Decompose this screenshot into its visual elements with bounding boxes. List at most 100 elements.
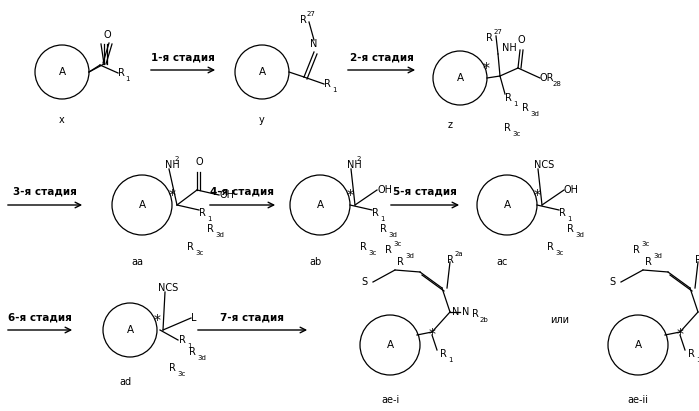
Text: OH: OH — [219, 190, 234, 200]
Text: 1: 1 — [207, 216, 212, 222]
Text: 3c: 3c — [512, 131, 520, 137]
Text: ae-ii: ae-ii — [628, 395, 649, 405]
Text: *: * — [482, 61, 489, 75]
Text: ae-i: ae-i — [381, 395, 399, 405]
Text: 1: 1 — [125, 76, 129, 82]
Text: 3c: 3c — [195, 250, 203, 256]
Text: 2-я стадия: 2-я стадия — [350, 52, 413, 62]
Text: NCS: NCS — [534, 160, 554, 170]
Text: A: A — [456, 73, 463, 83]
Text: 7-я стадия: 7-я стадия — [220, 312, 284, 322]
Text: R: R — [385, 245, 392, 255]
Text: S: S — [361, 277, 367, 287]
Text: R: R — [504, 123, 511, 133]
Text: 3c: 3c — [555, 250, 563, 256]
Text: 3d: 3d — [388, 232, 397, 238]
Text: A: A — [635, 340, 642, 350]
Text: NH: NH — [347, 160, 362, 170]
Text: L: L — [191, 313, 196, 323]
Text: R: R — [118, 68, 125, 78]
Text: R: R — [169, 363, 176, 373]
Text: 3c: 3c — [177, 371, 185, 377]
Text: NCS: NCS — [158, 283, 178, 293]
Text: R: R — [360, 242, 367, 252]
Text: A: A — [138, 200, 145, 210]
Text: A: A — [59, 67, 66, 77]
Text: R: R — [187, 242, 194, 252]
Text: 1: 1 — [513, 101, 517, 107]
Text: 3d: 3d — [405, 253, 414, 259]
Text: R: R — [207, 224, 214, 234]
Text: R: R — [324, 79, 331, 89]
Text: 28: 28 — [553, 81, 562, 87]
Text: 1: 1 — [448, 357, 452, 363]
Text: O: O — [103, 30, 111, 40]
Text: A: A — [387, 340, 394, 350]
Text: *: * — [168, 188, 175, 202]
Text: N: N — [462, 307, 469, 317]
Text: 3-я стадия: 3-я стадия — [13, 187, 77, 197]
Text: aa: aa — [131, 257, 143, 267]
Text: z: z — [447, 120, 452, 130]
Text: 1: 1 — [696, 357, 699, 363]
Text: N: N — [310, 39, 317, 49]
Text: A: A — [127, 325, 134, 335]
Text: 3c: 3c — [393, 241, 401, 247]
Text: 2: 2 — [175, 156, 180, 162]
Text: *: * — [154, 313, 161, 327]
Text: S: S — [609, 277, 615, 287]
Text: 2a: 2a — [455, 251, 463, 257]
Text: R: R — [372, 208, 379, 218]
Text: 27: 27 — [307, 11, 316, 17]
Text: N: N — [452, 307, 459, 317]
Text: R: R — [522, 103, 529, 113]
Text: ac: ac — [496, 257, 507, 267]
Text: *: * — [677, 327, 684, 341]
Text: R: R — [380, 224, 387, 234]
Text: OR: OR — [540, 73, 554, 83]
Text: R: R — [199, 208, 206, 218]
Text: 1: 1 — [332, 87, 336, 93]
Text: 3d: 3d — [215, 232, 224, 238]
Text: 27: 27 — [494, 29, 503, 35]
Text: 3c: 3c — [641, 241, 649, 247]
Text: 2b: 2b — [480, 317, 489, 323]
Text: x: x — [59, 115, 65, 125]
Text: 1: 1 — [380, 216, 384, 222]
Text: R: R — [505, 93, 512, 103]
Text: *: * — [533, 188, 540, 202]
Text: R: R — [633, 245, 640, 255]
Text: R: R — [547, 242, 554, 252]
Text: R: R — [189, 347, 196, 357]
Text: ab: ab — [309, 257, 321, 267]
Text: y: y — [259, 115, 265, 125]
Text: O: O — [517, 35, 525, 45]
Text: 3d: 3d — [530, 111, 539, 117]
Text: 1: 1 — [187, 343, 192, 349]
Text: 2: 2 — [357, 156, 361, 162]
Text: O: O — [195, 157, 203, 167]
Text: 4-я стадия: 4-я стадия — [210, 187, 275, 197]
Text: ad: ad — [119, 377, 131, 387]
Text: A: A — [317, 200, 324, 210]
Text: 1-я стадия: 1-я стадия — [151, 52, 215, 62]
Text: R: R — [559, 208, 566, 218]
Text: 3d: 3d — [653, 253, 662, 259]
Text: R: R — [397, 257, 404, 267]
Text: или: или — [551, 315, 570, 325]
Text: A: A — [259, 67, 266, 77]
Text: R: R — [472, 309, 479, 319]
Text: R: R — [300, 15, 307, 25]
Text: R: R — [645, 257, 652, 267]
Text: R: R — [447, 255, 454, 265]
Text: NH: NH — [502, 43, 517, 53]
Text: 6-я стадия: 6-я стадия — [8, 312, 72, 322]
Text: R: R — [695, 255, 699, 265]
Text: *: * — [347, 188, 354, 202]
Text: OH: OH — [564, 185, 579, 195]
Text: NH: NH — [165, 160, 180, 170]
Text: 3d: 3d — [575, 232, 584, 238]
Text: R: R — [688, 349, 695, 359]
Text: 5-я стадия: 5-я стадия — [393, 187, 457, 197]
Text: 1: 1 — [567, 216, 572, 222]
